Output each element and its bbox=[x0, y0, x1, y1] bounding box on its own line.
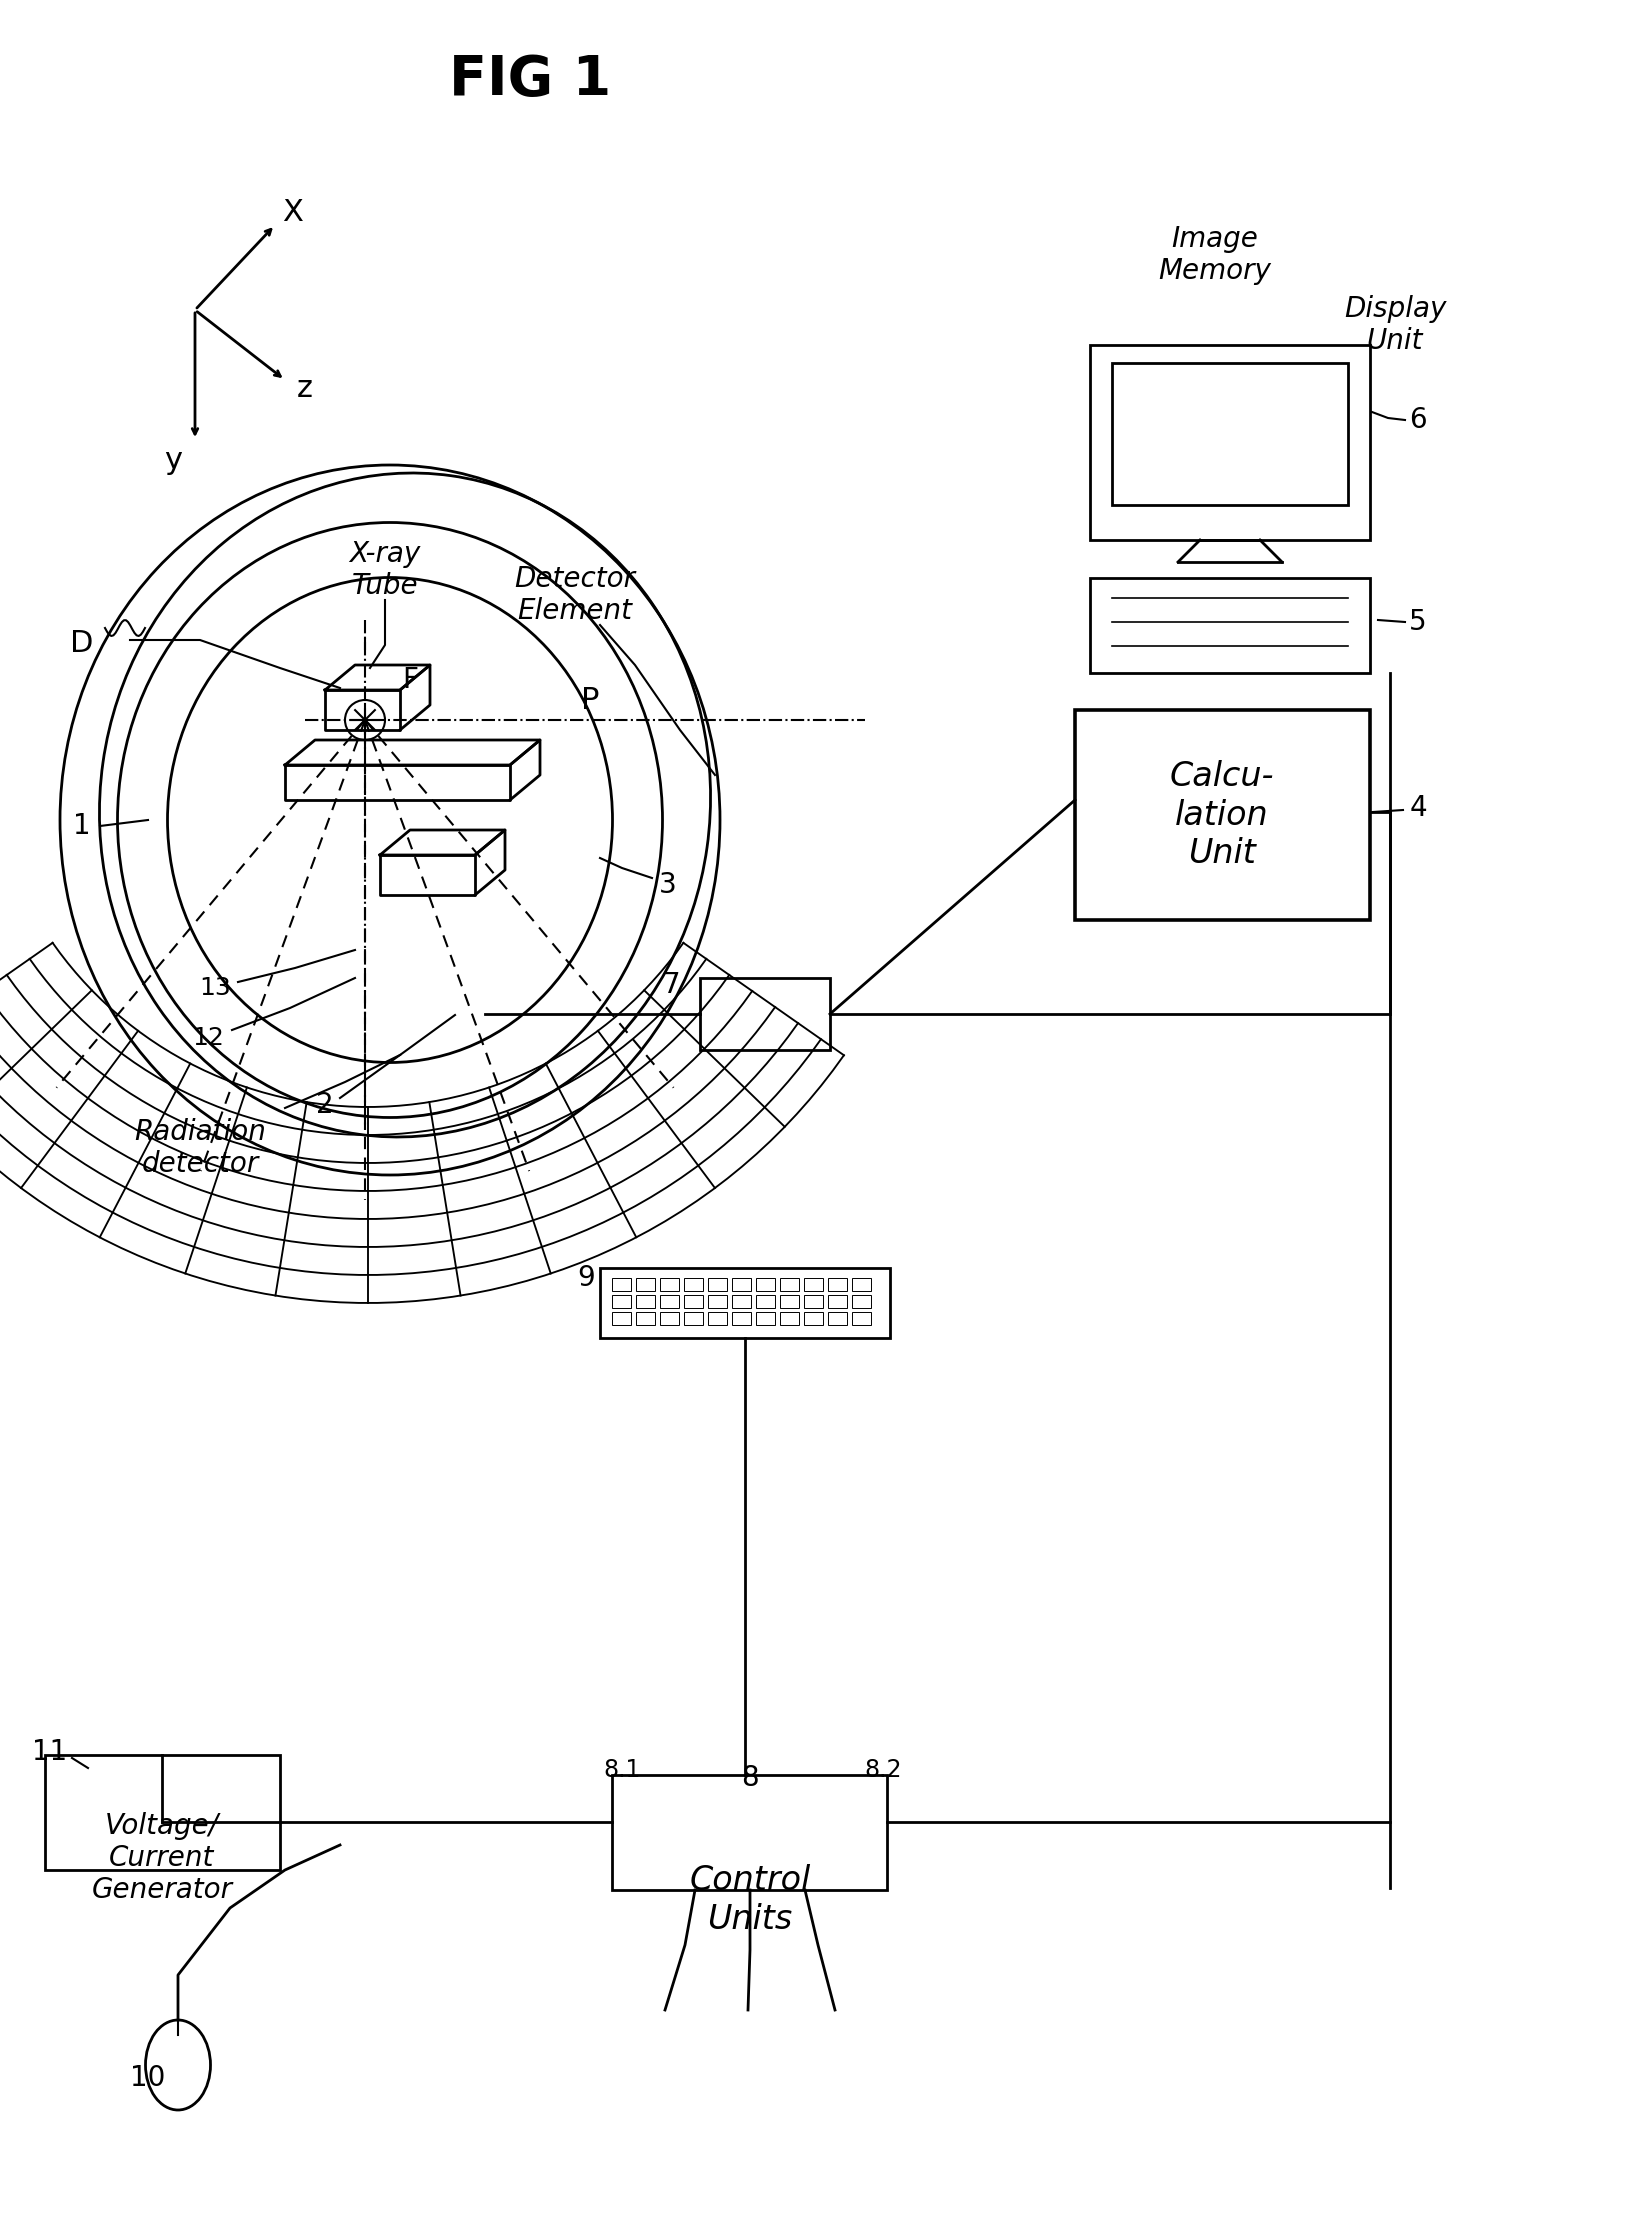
Text: 8.1: 8.1 bbox=[604, 1757, 640, 1781]
Text: 12: 12 bbox=[191, 1025, 224, 1050]
Text: 5: 5 bbox=[1409, 607, 1427, 636]
Text: Image
Memory: Image Memory bbox=[1158, 225, 1272, 285]
Text: 13: 13 bbox=[200, 976, 231, 1001]
Text: Control
Units: Control Units bbox=[690, 1864, 810, 1935]
Text: 9: 9 bbox=[578, 1263, 596, 1292]
Text: 10: 10 bbox=[130, 2064, 165, 2093]
Text: 2: 2 bbox=[317, 1092, 333, 1119]
Text: y: y bbox=[163, 445, 182, 474]
Text: P: P bbox=[581, 685, 599, 714]
Text: 4: 4 bbox=[1409, 794, 1427, 823]
Text: 11: 11 bbox=[33, 1737, 68, 1766]
Text: 3: 3 bbox=[658, 872, 676, 898]
Text: Voltage/
Current
Generator: Voltage/ Current Generator bbox=[91, 1813, 233, 1904]
Text: X-ray
Tube: X-ray Tube bbox=[350, 540, 421, 600]
Text: Calcu-
lation
Unit: Calcu- lation Unit bbox=[1170, 761, 1274, 870]
Text: 8.2: 8.2 bbox=[865, 1757, 903, 1781]
Text: 7: 7 bbox=[663, 972, 681, 999]
Text: D: D bbox=[71, 629, 94, 658]
Text: 8: 8 bbox=[741, 1764, 759, 1793]
Text: FIG 1: FIG 1 bbox=[449, 53, 610, 107]
Text: F: F bbox=[403, 665, 417, 694]
Text: Radiation
detector: Radiation detector bbox=[134, 1119, 266, 1179]
Text: X: X bbox=[282, 198, 304, 227]
Text: Detector
Element: Detector Element bbox=[515, 565, 635, 625]
Text: 1: 1 bbox=[73, 812, 91, 841]
Text: 6: 6 bbox=[1409, 407, 1427, 434]
Text: z: z bbox=[297, 374, 314, 403]
Text: Display
Unit: Display Unit bbox=[1343, 296, 1445, 356]
